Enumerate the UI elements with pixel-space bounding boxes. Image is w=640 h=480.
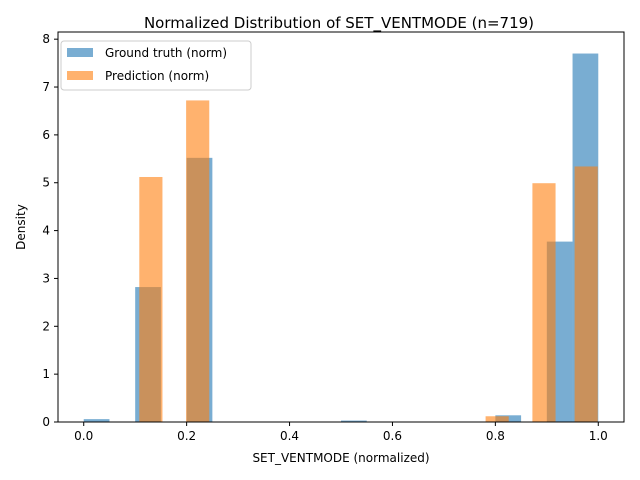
y-tick-label: 5 [42,176,50,190]
bar-ground-truth-norm-0 [83,419,110,422]
x-tick-label: 0.0 [74,429,93,443]
y-tick-label: 1 [42,367,50,381]
legend-label-ground-truth: Ground truth (norm) [105,46,227,60]
y-tick-label: 8 [42,32,50,46]
x-axis-label: SET_VENTMODE (normalized) [252,451,429,465]
bar-prediction-norm-0 [139,176,163,422]
x-axis-ticks: 0.0 0.2 0.4 0.6 0.8 1.0 [74,422,608,443]
y-axis-label: Density [14,204,28,250]
y-axis-ticks: 0 1 2 3 4 5 6 7 8 [42,32,58,429]
y-tick-label: 2 [42,319,50,333]
x-tick-label: 1.0 [589,429,608,443]
legend: Ground truth (norm) Prediction (norm) [60,40,252,91]
bar-prediction-norm-2 [485,416,509,422]
y-tick-label: 4 [42,224,50,238]
bars-layer [83,53,599,423]
x-tick-label: 0.4 [280,429,299,443]
y-tick-label: 6 [42,128,50,142]
legend-label-prediction: Prediction (norm) [105,69,209,83]
legend-swatch-ground-truth [67,48,93,57]
y-tick-label: 0 [42,415,50,429]
x-tick-label: 0.8 [486,429,505,443]
chart-title: Normalized Distribution of SET_VENTMODE … [144,14,534,33]
bar-prediction-norm-3 [532,183,556,422]
legend-box [60,40,252,91]
y-tick-label: 3 [42,271,50,285]
y-tick-label: 7 [42,80,50,94]
x-tick-label: 0.2 [177,429,196,443]
plot-frame [57,31,625,423]
bar-prediction-norm-4 [574,166,598,422]
bar-ground-truth-norm-3 [341,420,367,422]
legend-swatch-prediction [67,71,93,80]
bar-prediction-norm-1 [186,100,210,423]
x-tick-label: 0.6 [383,429,402,443]
